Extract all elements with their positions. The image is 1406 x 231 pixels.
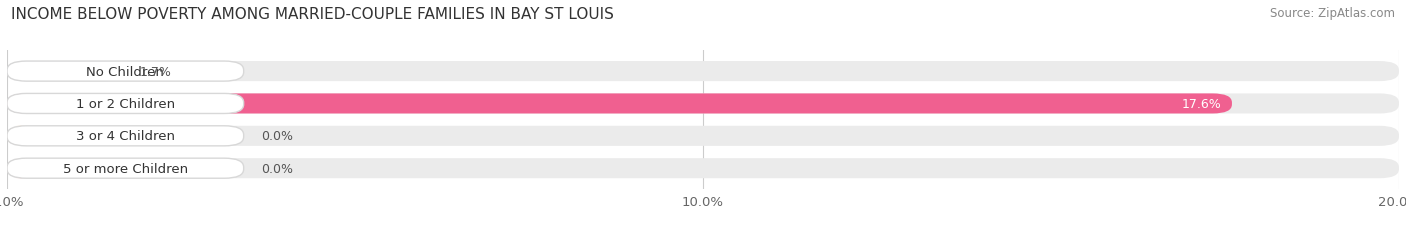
FancyBboxPatch shape: [7, 62, 125, 82]
FancyBboxPatch shape: [7, 62, 1399, 82]
Text: Source: ZipAtlas.com: Source: ZipAtlas.com: [1270, 7, 1395, 20]
FancyBboxPatch shape: [7, 62, 243, 82]
Text: 0.0%: 0.0%: [262, 162, 292, 175]
FancyBboxPatch shape: [7, 158, 1399, 179]
Text: 3 or 4 Children: 3 or 4 Children: [76, 130, 174, 143]
Text: INCOME BELOW POVERTY AMONG MARRIED-COUPLE FAMILIES IN BAY ST LOUIS: INCOME BELOW POVERTY AMONG MARRIED-COUPL…: [11, 7, 614, 22]
FancyBboxPatch shape: [7, 126, 35, 146]
Text: No Children: No Children: [86, 65, 165, 78]
FancyBboxPatch shape: [7, 94, 1232, 114]
Text: 17.6%: 17.6%: [1182, 97, 1222, 110]
FancyBboxPatch shape: [7, 158, 35, 179]
FancyBboxPatch shape: [7, 94, 243, 114]
FancyBboxPatch shape: [7, 94, 1399, 114]
Text: 1 or 2 Children: 1 or 2 Children: [76, 97, 174, 110]
Text: 1.7%: 1.7%: [139, 65, 172, 78]
FancyBboxPatch shape: [7, 126, 243, 146]
FancyBboxPatch shape: [7, 158, 243, 179]
FancyBboxPatch shape: [7, 126, 1399, 146]
Text: 0.0%: 0.0%: [262, 130, 292, 143]
Text: 5 or more Children: 5 or more Children: [63, 162, 188, 175]
